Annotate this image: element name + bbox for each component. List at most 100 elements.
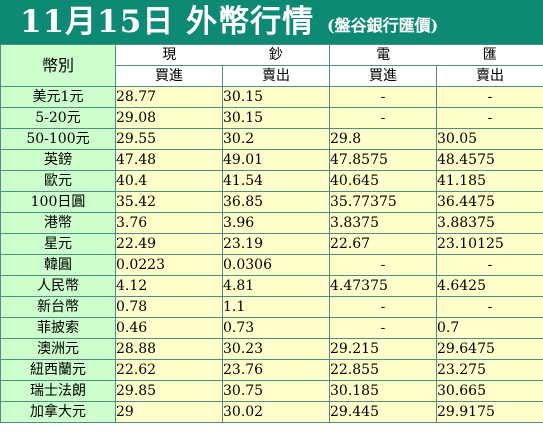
cash-sell-cell: 49.01 [222, 149, 330, 171]
wire-buy-cell: 29.445 [329, 401, 437, 423]
wire-sell-cell: 41.185 [436, 170, 543, 192]
cash-group-header: 現 鈔 [115, 44, 330, 66]
currency-name: 人民幣 [0, 275, 116, 297]
table-row: 星元 22.49 23.19 22.67 23.10125 [0, 233, 543, 255]
currency-name: 瑞士法朗 [0, 380, 116, 402]
wire-buy-header: 買進 [329, 65, 437, 87]
sub-header-row: 買進 賣出 買進 賣出 [1, 65, 543, 87]
cash-sell-cell: 3.96 [222, 212, 330, 234]
cash-buy-cell: 35.42 [115, 191, 223, 213]
cash-sell-cell: 30.23 [222, 338, 330, 360]
table-row: 50-100元 29.55 30.2 29.8 30.05 [0, 128, 543, 150]
cash-buy-header: 買進 [115, 65, 223, 87]
currency-name: 100日圓 [0, 191, 116, 213]
currency-column-header: 幣別 [0, 44, 116, 87]
currency-name: 澳洲元 [0, 338, 116, 360]
table-row: 菲披索 0.46 0.73-0.7 [0, 317, 543, 339]
currency-name: 美元1元 [0, 86, 116, 108]
cash-buy-cell: 40.4 [115, 170, 223, 192]
wire-sell-cell: 30.05 [436, 128, 543, 150]
wire-buy-cell: 35.77375 [329, 191, 437, 213]
table-row: 港幣 3.76 3.96 3.8375 3.88375 [0, 212, 543, 234]
wire-sell-cell: 4.6425 [436, 275, 543, 297]
cash-buy-cell: 29.85 [115, 380, 223, 402]
wire-sell-cell: - [436, 86, 543, 108]
currency-name: 港幣 [0, 212, 116, 234]
wire-sell-cell: - [436, 107, 543, 129]
wire-sell-cell: 48.4575 [436, 149, 543, 171]
wire-sell-cell: 23.10125 [436, 233, 543, 255]
wire-sell-cell: 29.9175 [436, 401, 543, 423]
cash-buy-cell: 47.48 [115, 149, 223, 171]
table-row: 紐西蘭元 22.62 23.76 22.855 23.275 [0, 359, 543, 381]
cash-sell-cell: 4.81 [222, 275, 330, 297]
wire-buy-cell: 3.8375 [329, 212, 437, 234]
wire-sell-cell: - [436, 296, 543, 318]
wire-buy-cell: 4.47375 [329, 275, 437, 297]
wire-sell-cell: 0.7 [436, 317, 543, 339]
wire-sell-cell: 3.88375 [436, 212, 543, 234]
wire-sell-cell: 29.6475 [436, 338, 543, 360]
currency-name: 星元 [0, 233, 116, 255]
rate-rows: 美元1元 28.77 30.15- -5-20元 29.08 30.15- -50-100元… [0, 86, 543, 423]
currency-name: 加拿大元 [0, 401, 116, 423]
cash-buy-cell: 4.12 [115, 275, 223, 297]
cash-buy-cell: 0.78 [115, 296, 223, 318]
wire-group-header: 電 匯 [329, 44, 543, 66]
cash-buy-cell: 3.76 [115, 212, 223, 234]
wire-sell-cell: - [436, 254, 543, 276]
table-row: 瑞士法朗 29.85 30.75 30.185 30.665 [0, 380, 543, 402]
wire-buy-cell: 47.8575 [329, 149, 437, 171]
wire-buy-cell: 29.8 [329, 128, 437, 150]
wire-buy-cell: 30.185 [329, 380, 437, 402]
table-row: 5-20元 29.08 30.15- - [0, 107, 543, 129]
wire-buy-cell: - [329, 296, 437, 318]
wire-buy-cell: 40.645 [329, 170, 437, 192]
currency-name: 歐元 [0, 170, 116, 192]
cash-group-char: 鈔 [268, 47, 283, 63]
cash-sell-cell: 1.1 [222, 296, 330, 318]
table-row: 歐元 40.4 41.54 40.645 41.185 [0, 170, 543, 192]
cash-sell-cell: 30.15 [222, 107, 330, 129]
cash-buy-cell: 28.88 [115, 338, 223, 360]
wire-group-char: 匯 [482, 47, 497, 63]
title-bar: 11月15日 外幣行情 (盤谷銀行匯價) [0, 0, 543, 44]
currency-name: 菲披索 [0, 317, 116, 339]
wire-sell-cell: 30.665 [436, 380, 543, 402]
cash-sell-cell: 30.15 [222, 86, 330, 108]
wire-buy-cell: - [329, 317, 437, 339]
wire-buy-cell: - [329, 107, 437, 129]
wire-sell-cell: 36.4475 [436, 191, 543, 213]
cash-buy-cell: 29.55 [115, 128, 223, 150]
wire-buy-cell: 29.215 [329, 338, 437, 360]
cash-buy-cell: 29 [115, 401, 223, 423]
cash-buy-cell: 0.46 [115, 317, 223, 339]
currency-name: 50-100元 [0, 128, 116, 150]
cash-sell-header: 賣出 [222, 65, 330, 87]
page-title: 11月15日 外幣行情 [20, 4, 315, 40]
cash-sell-cell: 23.19 [222, 233, 330, 255]
wire-buy-cell: 22.855 [329, 359, 437, 381]
currency-name: 英鎊 [0, 149, 116, 171]
table-row: 韓圓 0.0223 0.0306- - [0, 254, 543, 276]
cash-sell-cell: 0.73 [222, 317, 330, 339]
wire-buy-cell: - [329, 86, 437, 108]
table-row: 新台幣 0.78 1.1- - [0, 296, 543, 318]
wire-sell-cell: 23.275 [436, 359, 543, 381]
wire-buy-cell: - [329, 254, 437, 276]
cash-group-char: 現 [162, 47, 177, 63]
table-row: 人民幣 4.12 4.81 4.47375 4.6425 [0, 275, 543, 297]
currency-name: 5-20元 [0, 107, 116, 129]
table-row: 加拿大元 29 30.02 29.445 29.9175 [0, 401, 543, 423]
currency-name: 新台幣 [0, 296, 116, 318]
cash-buy-cell: 22.62 [115, 359, 223, 381]
bank-source-label: (盤谷銀行匯價) [327, 16, 439, 35]
cash-buy-cell: 28.77 [115, 86, 223, 108]
cash-buy-cell: 22.49 [115, 233, 223, 255]
group-header-row: 幣別 現 鈔 電 匯 [0, 44, 543, 87]
exchange-rate-table: 幣別 現 鈔 電 匯 買進 賣出 買進 賣出 [0, 44, 543, 423]
table-row: 美元1元 28.77 30.15- - [0, 86, 543, 108]
wire-group-char: 電 [376, 47, 391, 63]
table-row: 英鎊 47.48 49.01 47.8575 48.4575 [0, 149, 543, 171]
